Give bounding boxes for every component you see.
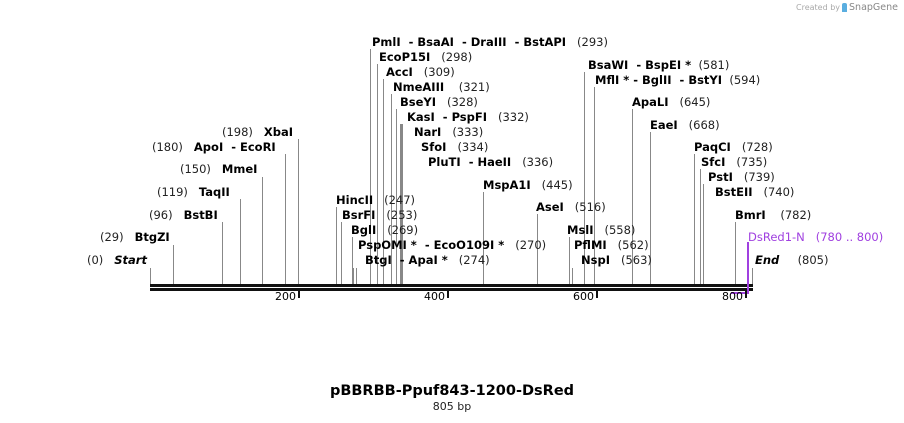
- snapgene-logo-icon: [842, 3, 848, 12]
- site-label-mfli-bglii-bstyi: MflI * - BglII - BstYI (594): [595, 73, 761, 87]
- tick-label-400: 400: [424, 290, 445, 303]
- site-label-paqci: PaqCI (728): [694, 140, 773, 154]
- site-label-kasi-pspfi: KasI - PspFI (332): [407, 110, 529, 124]
- site-label-hincii: HincII (247): [336, 193, 416, 207]
- feature-dsred1-n-arrow: [731, 292, 748, 294]
- site-label-nspi: NspI (563): [581, 253, 652, 267]
- credit-prefix: Created by: [796, 3, 841, 12]
- sequence-top-strand: [150, 284, 753, 287]
- site-label-pflmi: PflMI (562): [574, 238, 649, 252]
- site-label-bmri: BmrI (782): [735, 208, 812, 222]
- site-label-bsawi-bspei: BsaWI - BspEI * (581): [588, 58, 730, 72]
- site-label-nmeaiii: NmeAIII (321): [393, 80, 490, 94]
- tick-400: [447, 291, 449, 298]
- site-label-bseyi: BseYI (328): [400, 95, 478, 109]
- site-label-taqii: (119) TaqII: [157, 185, 230, 199]
- site-label-ecop15i: EcoP15I (298): [379, 50, 473, 64]
- start-label: Start: [114, 253, 147, 267]
- site-label-pspomi-ecoo109i: PspOMI * - EcoO109I * (270): [358, 238, 547, 252]
- sequence-bottom-strand: [150, 288, 753, 291]
- tick-label-800: 800: [722, 290, 743, 303]
- site-label-asei: AseI (516): [536, 200, 606, 214]
- site-label-xbai: (198) XbaI: [222, 125, 294, 139]
- site-label-start: (0) Start: [87, 253, 147, 267]
- site-label-btgi-apai: BtgI - ApaI * (274): [365, 253, 490, 267]
- site-label-bsrfi: BsrFI (253): [342, 208, 418, 222]
- plasmid-title: pBBRBB-Ppuf843-1200-DsRed: [329, 383, 575, 399]
- site-label-bsteii: BstEII (740): [715, 185, 795, 199]
- tick-200: [298, 291, 300, 298]
- feature-dsred1-n-marker: [747, 242, 749, 294]
- site-label-bstbi: (96) BstBI: [149, 208, 218, 222]
- credit-brand: SnapGene: [849, 2, 898, 13]
- created-by-credit: Created by SnapGene: [796, 2, 898, 13]
- site-label-psti: PstI (739): [708, 170, 775, 184]
- tick-label-200: 200: [275, 290, 296, 303]
- site-label-eaei: EaeI (668): [650, 118, 720, 132]
- tick-label-600: 600: [573, 290, 594, 303]
- site-label-acci: AccI (309): [386, 65, 455, 79]
- plasmid-length: 805 bp: [432, 400, 472, 413]
- site-label-bgli: BglI (269): [351, 223, 419, 237]
- tick-600: [596, 291, 598, 298]
- site-label-mspa1i: MspA1I (445): [483, 178, 573, 192]
- site-label-pmli-group: PmlI - BsaAI - DraIII - BstAPI (293): [372, 35, 608, 49]
- site-label-sfci: SfcI (735): [701, 155, 768, 169]
- site-label-mmei: (150) MmeI: [180, 162, 258, 176]
- site-label-nari: NarI (333): [414, 125, 484, 139]
- site-label-apoi-ecori: (180) ApoI - EcoRI: [152, 140, 276, 154]
- site-label-sfoi: SfoI (334): [421, 140, 489, 154]
- site-label-msli: MslI (558): [567, 223, 636, 237]
- tick-800: [745, 291, 747, 298]
- site-label-pluti-haeii: PluTI - HaeII (336): [428, 155, 554, 169]
- site-label-end: End (805): [755, 253, 829, 267]
- site-label-apali: ApaLI (645): [632, 95, 711, 109]
- feature-label-dsred1-n: DsRed1-N (780 .. 800): [748, 230, 884, 244]
- site-label-btgzi: (29) BtgZI: [100, 230, 170, 244]
